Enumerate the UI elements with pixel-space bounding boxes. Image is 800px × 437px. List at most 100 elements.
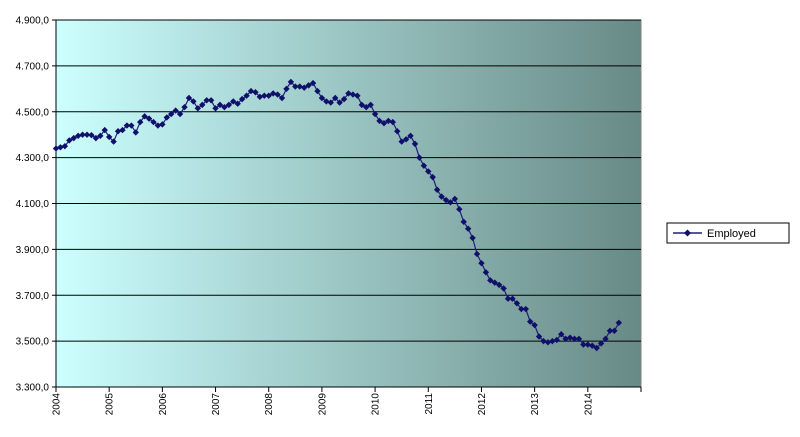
data-point-marker bbox=[602, 335, 609, 343]
legend-box bbox=[666, 222, 790, 244]
data-point-marker bbox=[283, 85, 290, 93]
data-point-marker bbox=[540, 337, 547, 345]
data-point-marker bbox=[531, 321, 538, 329]
x-tick-label: 2010 bbox=[371, 393, 382, 416]
data-point-marker bbox=[482, 269, 490, 276]
x-tick-label: 2011 bbox=[424, 393, 435, 415]
data-point-marker bbox=[597, 340, 605, 347]
data-point-marker bbox=[549, 337, 556, 345]
data-point-marker bbox=[278, 94, 286, 102]
data-point-marker bbox=[110, 138, 117, 145]
data-point-marker bbox=[137, 118, 144, 126]
data-point-marker bbox=[593, 344, 600, 352]
x-tick-label: 2013 bbox=[530, 393, 541, 416]
x-tick-label: 2009 bbox=[317, 393, 328, 416]
legend-marker-icon bbox=[684, 229, 691, 237]
data-point-marker bbox=[411, 140, 419, 148]
data-point-marker bbox=[247, 87, 255, 95]
data-point-marker bbox=[367, 101, 374, 109]
data-point-marker bbox=[207, 97, 215, 104]
data-point-marker bbox=[394, 128, 401, 135]
data-point-marker bbox=[168, 110, 175, 118]
data-point-marker bbox=[114, 128, 122, 135]
data-point-marker bbox=[323, 98, 330, 105]
data-point-marker bbox=[66, 137, 73, 144]
x-tick-label: 2014 bbox=[583, 393, 594, 416]
data-point-marker bbox=[225, 101, 233, 109]
data-point-marker bbox=[504, 295, 512, 302]
y-tick-label: 4.500,0 bbox=[16, 107, 50, 118]
data-point-marker bbox=[234, 100, 241, 107]
data-point-marker bbox=[575, 335, 583, 343]
data-point-marker bbox=[123, 122, 131, 129]
data-point-marker bbox=[473, 250, 481, 258]
data-point-marker bbox=[580, 341, 587, 348]
data-point-marker bbox=[535, 333, 543, 340]
data-point-marker bbox=[589, 342, 596, 349]
x-tick-label: 2005 bbox=[105, 393, 116, 416]
data-point-marker bbox=[509, 295, 516, 302]
data-point-marker bbox=[97, 132, 104, 140]
data-point-marker bbox=[487, 277, 494, 284]
data-point-marker bbox=[376, 117, 383, 125]
data-point-marker bbox=[52, 145, 60, 152]
x-tick-label: 2012 bbox=[477, 393, 488, 416]
y-tick-label: 3.700,0 bbox=[16, 291, 50, 302]
legend-label-employed: Employed bbox=[707, 228, 756, 240]
data-point-marker bbox=[292, 83, 299, 90]
data-point-marker bbox=[345, 90, 352, 97]
y-tick-label: 4.100,0 bbox=[16, 199, 50, 210]
x-tick-label: 2004 bbox=[52, 393, 63, 416]
data-point-marker bbox=[57, 144, 64, 151]
data-point-marker bbox=[513, 300, 521, 307]
data-point-marker bbox=[358, 101, 365, 109]
data-point-marker bbox=[349, 91, 357, 98]
data-point-marker bbox=[92, 134, 100, 142]
data-point-marker bbox=[389, 118, 397, 126]
series-markers-employed bbox=[52, 78, 623, 352]
data-point-marker bbox=[305, 82, 312, 89]
data-point-marker bbox=[491, 279, 498, 286]
data-point-marker bbox=[318, 94, 326, 102]
data-point-marker bbox=[420, 162, 428, 169]
data-point-marker bbox=[558, 331, 565, 338]
y-tick-label: 4.300,0 bbox=[16, 153, 50, 164]
data-point-marker bbox=[101, 126, 108, 134]
data-point-marker bbox=[385, 117, 392, 125]
data-point-marker bbox=[309, 79, 317, 87]
data-point-marker bbox=[553, 336, 560, 344]
data-point-marker bbox=[163, 114, 170, 121]
data-point-marker bbox=[238, 95, 246, 103]
data-point-marker bbox=[442, 196, 450, 204]
data-point-marker bbox=[265, 92, 272, 99]
y-tick-label: 3.500,0 bbox=[16, 337, 50, 348]
x-tick-label: 2008 bbox=[264, 393, 275, 416]
data-point-marker bbox=[438, 193, 445, 200]
y-tick-label: 4.700,0 bbox=[16, 61, 50, 72]
data-point-marker bbox=[128, 122, 135, 129]
data-point-marker bbox=[150, 118, 157, 126]
y-tick-label: 3.900,0 bbox=[16, 245, 50, 256]
y-tick-label: 4.900,0 bbox=[16, 16, 50, 27]
data-point-marker bbox=[212, 105, 219, 112]
data-point-marker bbox=[61, 142, 69, 150]
y-tick-label: 3.300,0 bbox=[16, 383, 50, 394]
data-point-marker bbox=[159, 121, 166, 128]
data-point-marker bbox=[199, 101, 206, 109]
data-point-marker bbox=[611, 327, 618, 335]
data-point-marker bbox=[194, 105, 202, 112]
data-point-marker bbox=[544, 339, 552, 346]
data-point-marker bbox=[407, 132, 414, 140]
data-point-marker bbox=[340, 95, 348, 103]
data-point-marker bbox=[314, 87, 321, 95]
data-point-marker bbox=[606, 327, 614, 335]
data-point-marker bbox=[88, 131, 95, 139]
data-point-marker bbox=[252, 89, 259, 96]
data-point-marker bbox=[460, 218, 467, 226]
data-point-marker bbox=[416, 154, 423, 161]
data-point-marker bbox=[495, 281, 503, 289]
data-point-marker bbox=[522, 305, 529, 313]
data-point-marker bbox=[79, 131, 86, 138]
legend: Employed bbox=[666, 222, 790, 244]
